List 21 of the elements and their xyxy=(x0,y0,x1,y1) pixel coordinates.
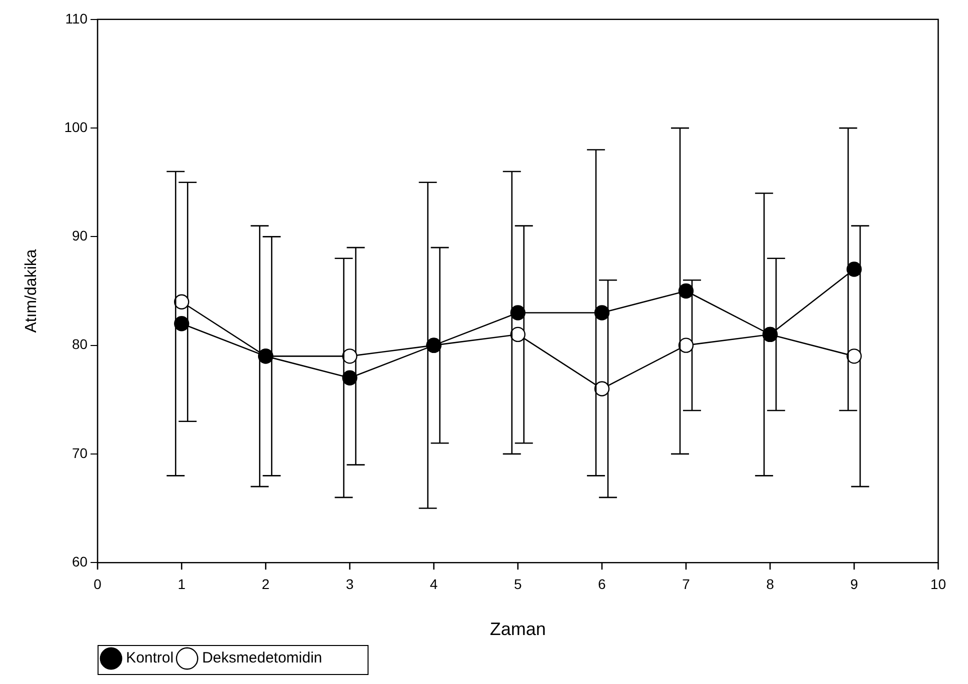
x-tick-label: 7 xyxy=(682,576,690,592)
x-tick-label: 2 xyxy=(262,576,270,592)
y-tick-label: 100 xyxy=(64,118,88,135)
x-tick-label: 1 xyxy=(178,576,186,592)
y-tick-label: 80 xyxy=(72,336,88,352)
x-tick-label: 6 xyxy=(598,576,606,592)
legend-label: Kontrol xyxy=(126,650,174,667)
x-tick-label: 9 xyxy=(850,576,858,592)
y-tick-label: 110 xyxy=(65,10,88,26)
x-tick-label: 4 xyxy=(430,576,438,592)
y-tick-label: 60 xyxy=(72,553,88,570)
x-tick-label: 8 xyxy=(766,576,774,592)
y-axis-title: Atım/dakika xyxy=(23,249,40,333)
x-tick-label: 10 xyxy=(930,576,946,592)
legend-label: Deksmedetomidin xyxy=(202,650,322,667)
x-tick-label: 0 xyxy=(94,576,102,592)
y-tick-label: 70 xyxy=(72,444,88,461)
y-tick-label: 90 xyxy=(72,228,88,244)
x-tick-label: 3 xyxy=(346,576,354,592)
x-tick-label: 5 xyxy=(514,576,522,592)
x-axis-title: Zaman xyxy=(490,619,546,640)
